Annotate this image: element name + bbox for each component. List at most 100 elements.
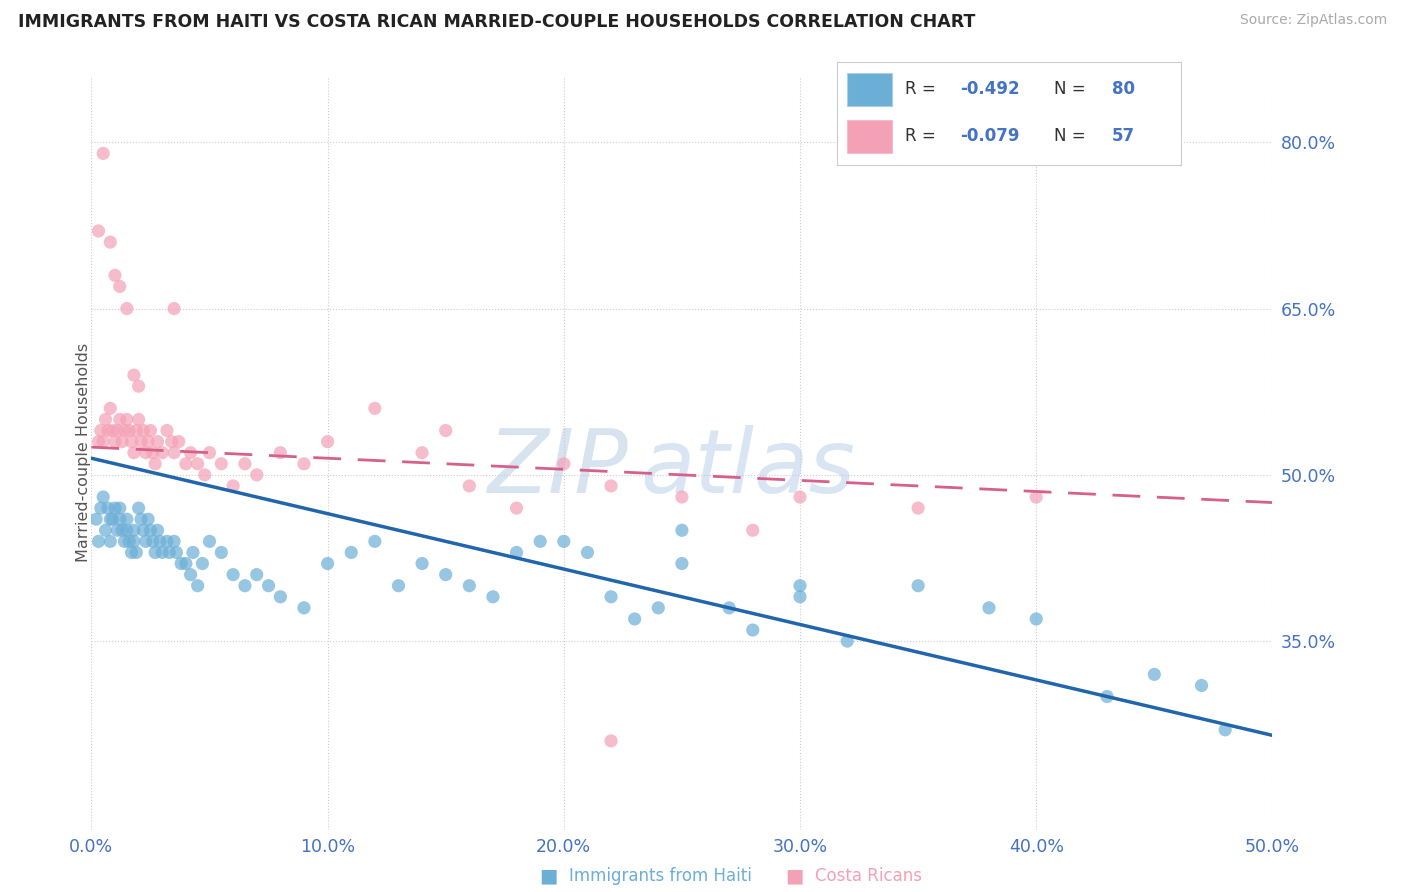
Point <box>411 557 433 571</box>
Point <box>789 590 811 604</box>
Point <box>105 523 128 537</box>
Point <box>157 545 180 559</box>
Point <box>135 445 157 460</box>
Point <box>434 424 457 438</box>
Point <box>91 434 114 449</box>
Point <box>114 534 136 549</box>
Point <box>1095 690 1118 704</box>
Point <box>576 545 599 559</box>
Point <box>316 434 339 449</box>
Point <box>135 534 157 549</box>
Point <box>87 434 110 449</box>
Text: -0.079: -0.079 <box>960 128 1021 145</box>
Point <box>187 579 209 593</box>
Point <box>91 490 114 504</box>
Point <box>97 501 120 516</box>
Point <box>94 523 117 537</box>
Point <box>98 534 121 549</box>
Point <box>209 545 232 559</box>
Text: IMMIGRANTS FROM HAITI VS COSTA RICAN MARRIED-COUPLE HOUSEHOLDS CORRELATION CHART: IMMIGRANTS FROM HAITI VS COSTA RICAN MAR… <box>18 13 976 31</box>
Point <box>101 512 124 526</box>
Point <box>977 600 1000 615</box>
Point <box>122 523 145 537</box>
Point <box>128 501 150 516</box>
Point <box>741 623 763 637</box>
Text: Immigrants from Haiti: Immigrants from Haiti <box>569 867 752 885</box>
Point <box>118 424 141 438</box>
Text: N =: N = <box>1053 128 1091 145</box>
Point <box>292 600 315 615</box>
Point <box>623 612 645 626</box>
Point <box>149 534 172 549</box>
Point <box>458 579 481 593</box>
Point <box>600 734 623 748</box>
Point <box>191 557 214 571</box>
Y-axis label: Married-couple Households: Married-couple Households <box>76 343 90 562</box>
Point <box>90 424 112 438</box>
Point <box>91 146 114 161</box>
Point <box>115 301 138 316</box>
Point <box>125 424 148 438</box>
Point <box>163 301 186 316</box>
Point <box>907 501 929 516</box>
Point <box>269 445 291 460</box>
Point <box>94 412 117 426</box>
Point <box>101 424 124 438</box>
Point <box>269 590 291 604</box>
Text: R =: R = <box>905 128 942 145</box>
Point <box>143 545 166 559</box>
Point <box>143 457 166 471</box>
Text: ZIP: ZIP <box>488 425 628 511</box>
Text: atlas: atlas <box>641 425 855 511</box>
Point <box>529 534 551 549</box>
Point <box>150 545 173 559</box>
Point <box>108 512 131 526</box>
Point <box>505 501 527 516</box>
Point <box>180 445 202 460</box>
Point <box>837 634 859 648</box>
Text: ■: ■ <box>538 866 558 886</box>
Point <box>411 445 433 460</box>
Point <box>122 445 145 460</box>
Point <box>553 534 575 549</box>
Point <box>600 479 623 493</box>
Point <box>789 490 811 504</box>
Point <box>87 534 110 549</box>
Point <box>156 534 179 549</box>
Point <box>129 434 152 449</box>
Point <box>146 434 169 449</box>
Point <box>209 457 232 471</box>
Point <box>132 424 155 438</box>
Point <box>741 523 763 537</box>
Point <box>198 445 221 460</box>
Point <box>128 379 150 393</box>
Point <box>600 590 623 604</box>
Text: N =: N = <box>1053 80 1091 98</box>
Point <box>118 534 141 549</box>
Text: -0.492: -0.492 <box>960 80 1021 98</box>
FancyBboxPatch shape <box>846 73 891 105</box>
Point <box>97 424 120 438</box>
Point <box>1143 667 1166 681</box>
Point <box>132 523 155 537</box>
Point <box>104 268 127 283</box>
Point <box>122 368 145 383</box>
Point <box>142 445 165 460</box>
Point <box>364 401 387 416</box>
Point <box>1191 678 1213 692</box>
Point <box>111 434 134 449</box>
Point <box>125 545 148 559</box>
Text: R =: R = <box>905 80 942 98</box>
FancyBboxPatch shape <box>846 120 891 153</box>
Point <box>142 534 165 549</box>
Point <box>222 479 245 493</box>
Point <box>553 457 575 471</box>
Point <box>198 534 221 549</box>
Point <box>104 501 127 516</box>
Point <box>174 557 197 571</box>
Point <box>671 557 693 571</box>
Point <box>257 579 280 593</box>
Point <box>233 579 256 593</box>
Point <box>156 424 179 438</box>
Point <box>122 534 145 549</box>
